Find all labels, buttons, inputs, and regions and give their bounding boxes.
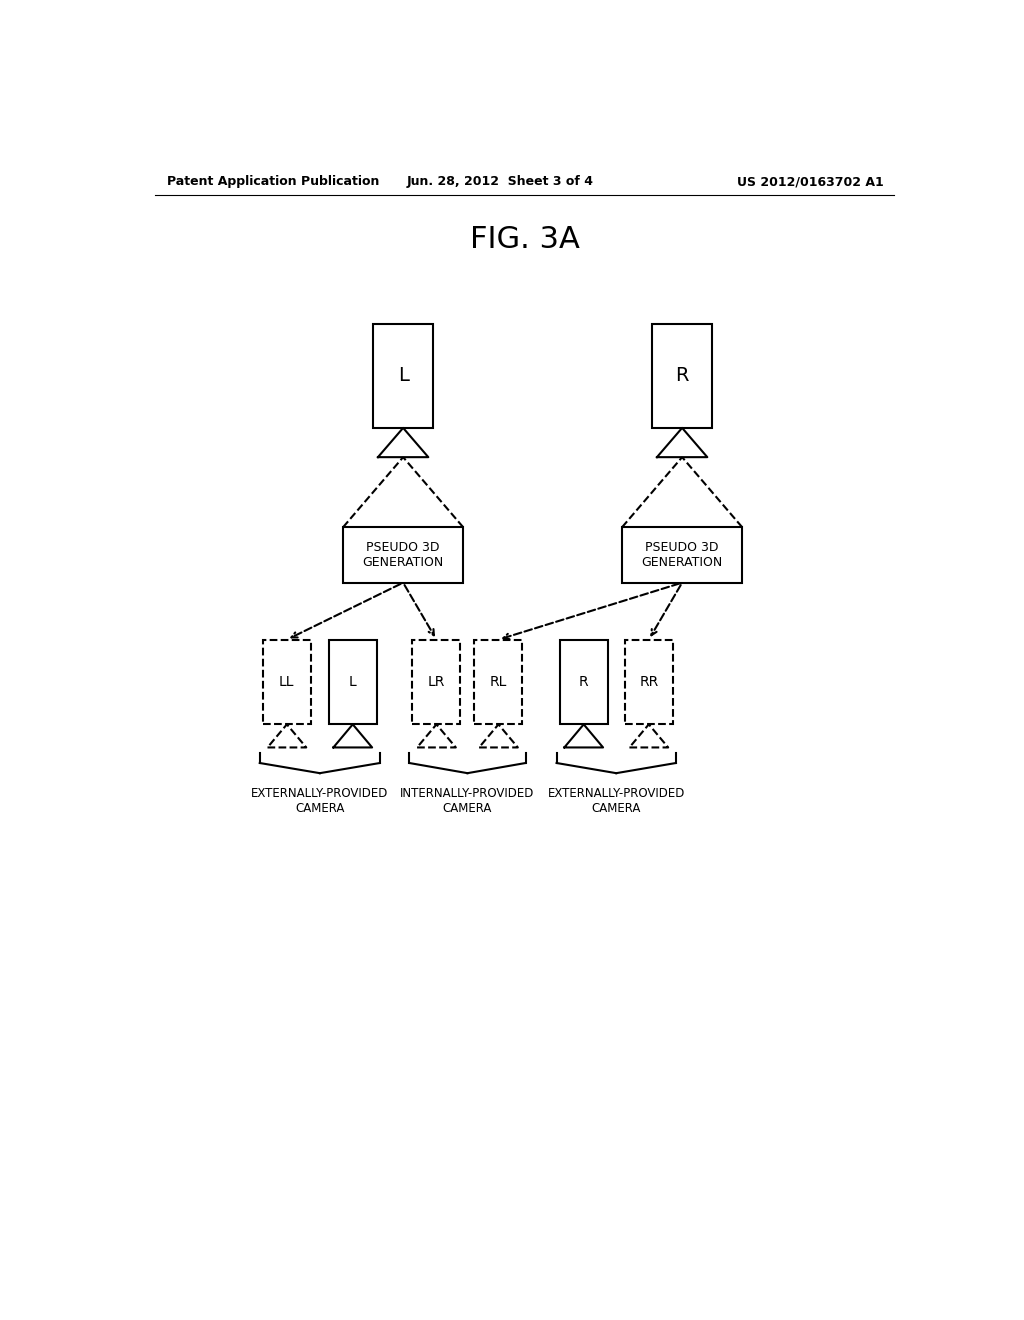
Text: RL: RL [489,675,507,689]
Bar [263,640,311,725]
Text: R: R [579,675,589,689]
Text: PSEUDO 3D
GENERATION: PSEUDO 3D GENERATION [362,541,443,569]
Bar [474,640,522,725]
Text: FIG. 3A: FIG. 3A [470,224,580,253]
Text: LL: LL [280,675,295,689]
Text: L: L [349,675,356,689]
Text: INTERNALLY-PROVIDED
CAMERA: INTERNALLY-PROVIDED CAMERA [400,787,535,814]
Bar [373,323,433,428]
Bar [652,323,713,428]
Text: Patent Application Publication: Patent Application Publication [167,176,379,187]
Text: Jun. 28, 2012  Sheet 3 of 4: Jun. 28, 2012 Sheet 3 of 4 [407,176,594,187]
Bar [622,527,742,582]
Bar [343,527,463,582]
Text: US 2012/0163702 A1: US 2012/0163702 A1 [737,176,884,187]
Bar [560,640,607,725]
Text: PSEUDO 3D
GENERATION: PSEUDO 3D GENERATION [641,541,723,569]
Text: EXTERNALLY-PROVIDED
CAMERA: EXTERNALLY-PROVIDED CAMERA [548,787,685,814]
Text: EXTERNALLY-PROVIDED
CAMERA: EXTERNALLY-PROVIDED CAMERA [251,787,388,814]
Text: LR: LR [428,675,445,689]
Text: L: L [397,367,409,385]
Text: RR: RR [639,675,658,689]
Bar [625,640,673,725]
Bar [413,640,461,725]
Bar [329,640,377,725]
Text: R: R [676,367,689,385]
